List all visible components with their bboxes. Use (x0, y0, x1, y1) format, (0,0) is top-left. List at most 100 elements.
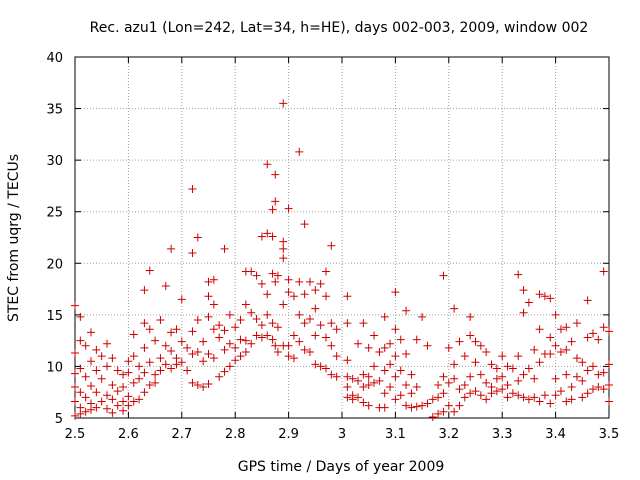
data-point (92, 366, 101, 375)
x-tick-label: 3 (338, 427, 346, 442)
data-point (71, 369, 79, 378)
data-point (540, 391, 549, 400)
data-point (418, 312, 427, 321)
data-point (129, 352, 138, 361)
data-point (519, 370, 528, 379)
data-point (119, 406, 128, 415)
data-point (482, 378, 491, 387)
data-point (252, 331, 261, 340)
data-point (503, 362, 512, 371)
data-point (257, 232, 266, 241)
data-point (193, 233, 202, 242)
data-point (289, 331, 298, 340)
data-point (140, 343, 149, 352)
data-point (391, 325, 400, 334)
data-point (209, 275, 218, 284)
data-point (359, 398, 368, 407)
data-point (450, 360, 459, 369)
x-tick-label: 3.3 (492, 427, 513, 442)
data-point (193, 347, 202, 356)
data-point (284, 288, 293, 297)
data-point (359, 370, 368, 379)
data-point (311, 304, 320, 313)
data-point (498, 352, 507, 361)
data-point (71, 411, 79, 420)
data-point (140, 388, 149, 397)
data-point (354, 339, 363, 348)
plot-area: 2.5 2.6 2.7 2.8 2.9 3 3.1 3.2 3.3 3.4 3.5 5 10 15 20 25… (46, 51, 619, 442)
y-tick-label: 10 (46, 360, 63, 375)
data-point (316, 321, 325, 330)
data-point (402, 380, 411, 389)
data-point (305, 314, 314, 323)
x-tick-label: 2.9 (278, 427, 299, 442)
data-point (428, 412, 437, 421)
data-point (348, 395, 357, 404)
data-point (396, 335, 405, 344)
y-axis-label: STEC from uqrg / TECUs (6, 154, 22, 322)
data-point (498, 372, 507, 381)
data-point (268, 232, 277, 241)
data-point (92, 345, 101, 354)
data-point (439, 389, 448, 398)
data-point (300, 220, 309, 229)
data-point (103, 391, 112, 400)
data-point (482, 395, 491, 404)
data-point (193, 316, 202, 325)
data-point (530, 393, 539, 402)
data-point (423, 399, 432, 408)
data-point (209, 354, 218, 363)
data-point (466, 389, 475, 398)
data-point (439, 372, 448, 381)
data-point (450, 374, 459, 383)
data-point (300, 319, 309, 328)
data-point (252, 314, 261, 323)
data-point (540, 292, 549, 301)
data-point (295, 147, 304, 156)
data-point (279, 244, 288, 253)
data-point (263, 160, 272, 169)
data-point (271, 277, 280, 286)
data-point (567, 395, 576, 404)
data-point (300, 345, 309, 354)
data-point (343, 356, 352, 365)
data-point (556, 387, 565, 396)
data-point (204, 277, 213, 286)
data-point (71, 301, 79, 310)
data-point (284, 275, 293, 284)
data-point (87, 357, 96, 366)
data-point (567, 383, 576, 392)
data-point (284, 341, 293, 350)
data-point (279, 300, 288, 309)
data-point (343, 393, 352, 402)
data-point (188, 248, 197, 257)
data-point (321, 364, 330, 373)
x-tick-label: 3.2 (438, 427, 459, 442)
data-point (455, 337, 464, 346)
data-point (327, 319, 336, 328)
data-point (172, 325, 181, 334)
data-point (503, 380, 512, 389)
data-point (145, 380, 154, 389)
data-point (81, 407, 90, 416)
data-point (370, 378, 379, 387)
data-point (87, 328, 96, 337)
data-point (135, 374, 144, 383)
data-point (386, 339, 395, 348)
data-point (391, 352, 400, 361)
data-point (316, 362, 325, 371)
data-point (343, 319, 352, 328)
data-point (572, 319, 581, 328)
data-point (268, 319, 277, 328)
data-point (380, 366, 389, 375)
data-point (257, 333, 266, 342)
data-point (364, 343, 373, 352)
data-point (321, 267, 330, 276)
data-point (257, 321, 266, 330)
data-point (263, 310, 272, 319)
data-point (172, 360, 181, 369)
y-tick-label: 30 (46, 154, 63, 169)
data-point (140, 286, 149, 295)
data-point (71, 349, 79, 358)
